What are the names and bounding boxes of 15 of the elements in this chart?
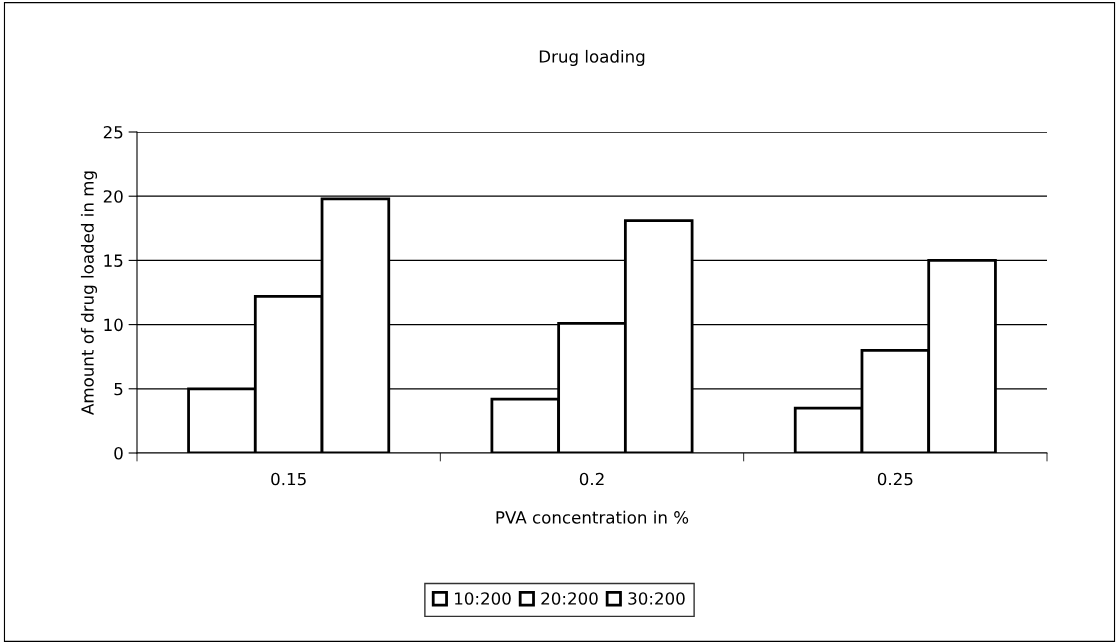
y-tick-label: 20 — [103, 190, 123, 203]
y-tick-label: 10 — [104, 318, 123, 332]
x-tick-label: 0.25 — [877, 472, 913, 486]
y-tick-label: 0 — [114, 446, 123, 460]
x-axis-title: PVA concentration in % — [496, 510, 689, 524]
legend-label: 10:200 — [455, 592, 511, 605]
chart-title: Drug loading — [539, 49, 645, 67]
y-tick-label: 5 — [114, 382, 123, 396]
legend-label: 30:200 — [628, 592, 685, 605]
legend-label: 20:200 — [541, 592, 598, 605]
y-tick-label: 15 — [104, 254, 123, 267]
x-tick-label: 0.15 — [271, 472, 306, 486]
y-axis-title: Amount of drug loaded in mg — [80, 171, 98, 415]
x-tick-label: 0.2 — [579, 472, 604, 486]
y-tick-label: 25 — [103, 125, 123, 139]
